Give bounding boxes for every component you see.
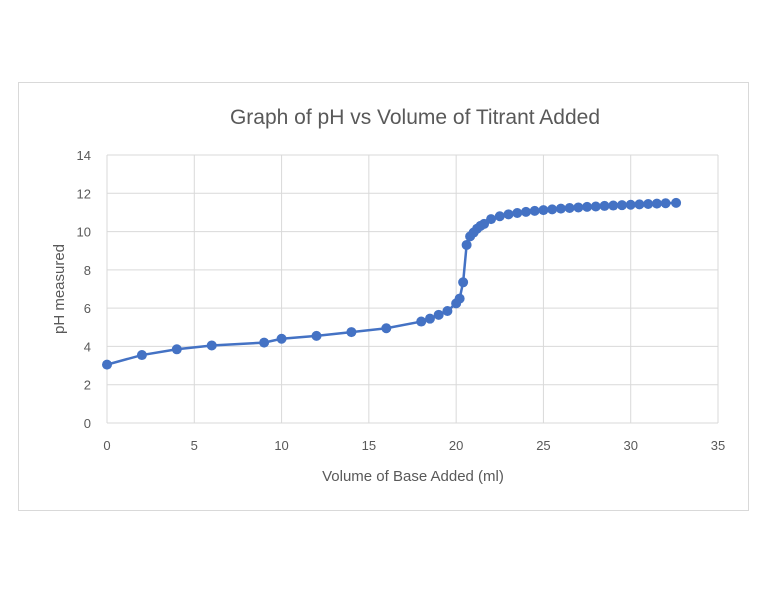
data-point <box>259 337 270 348</box>
data-point <box>503 209 514 220</box>
data-point <box>102 359 112 370</box>
x-tick-label: 5 <box>191 438 198 453</box>
y-tick-label: 2 <box>84 378 91 393</box>
series-line <box>106 201 677 366</box>
data-point <box>671 197 682 208</box>
chart-frame <box>18 82 749 511</box>
data-point <box>424 313 435 324</box>
data-point <box>634 199 645 210</box>
y-tick-label: 8 <box>84 263 91 278</box>
data-point <box>433 309 444 320</box>
data-point <box>555 203 566 214</box>
data-point <box>416 316 427 327</box>
data-point <box>538 205 549 216</box>
data-point <box>547 204 558 215</box>
x-tick-label: 25 <box>536 438 550 453</box>
data-point <box>616 200 627 211</box>
data-point <box>520 206 531 217</box>
data-point <box>608 200 619 211</box>
x-tick-label: 0 <box>103 438 110 453</box>
x-tick-label: 35 <box>711 438 725 453</box>
data-point <box>461 239 472 250</box>
data-point <box>582 201 593 212</box>
data-point <box>599 200 610 211</box>
data-point <box>590 201 601 212</box>
data-point <box>564 203 575 214</box>
chart-title: Graph of pH vs Volume of Titrant Added <box>230 106 600 129</box>
data-point <box>479 218 490 229</box>
y-tick-label: 12 <box>77 186 91 201</box>
data-point <box>643 199 654 210</box>
data-point <box>171 344 182 355</box>
data-point <box>136 350 147 361</box>
x-tick-label: 15 <box>362 438 376 453</box>
x-tick-label: 10 <box>274 438 288 453</box>
y-axis-label: pH measured <box>51 244 68 334</box>
data-point <box>381 323 392 334</box>
y-tick-label: 14 <box>77 148 91 163</box>
data-point <box>494 211 505 222</box>
x-tick-label: 30 <box>623 438 637 453</box>
data-point <box>206 340 217 351</box>
data-point <box>512 208 523 219</box>
data-point <box>660 198 671 209</box>
data-point <box>625 199 636 210</box>
y-tick-label: 6 <box>84 301 91 316</box>
y-tick-label: 0 <box>84 416 91 431</box>
data-point <box>458 277 469 288</box>
data-point <box>442 306 453 317</box>
x-axis-label: Volume of Base Added (ml) <box>322 468 504 485</box>
data-point <box>346 327 357 338</box>
data-point <box>573 202 584 213</box>
data-point <box>276 333 287 344</box>
x-tick-label: 20 <box>449 438 463 453</box>
data-point <box>311 330 322 341</box>
y-tick-label: 4 <box>84 339 91 354</box>
data-point <box>529 205 540 216</box>
data-point <box>486 214 497 225</box>
data-point <box>454 293 465 304</box>
y-tick-label: 10 <box>77 225 91 240</box>
data-point <box>651 198 662 209</box>
